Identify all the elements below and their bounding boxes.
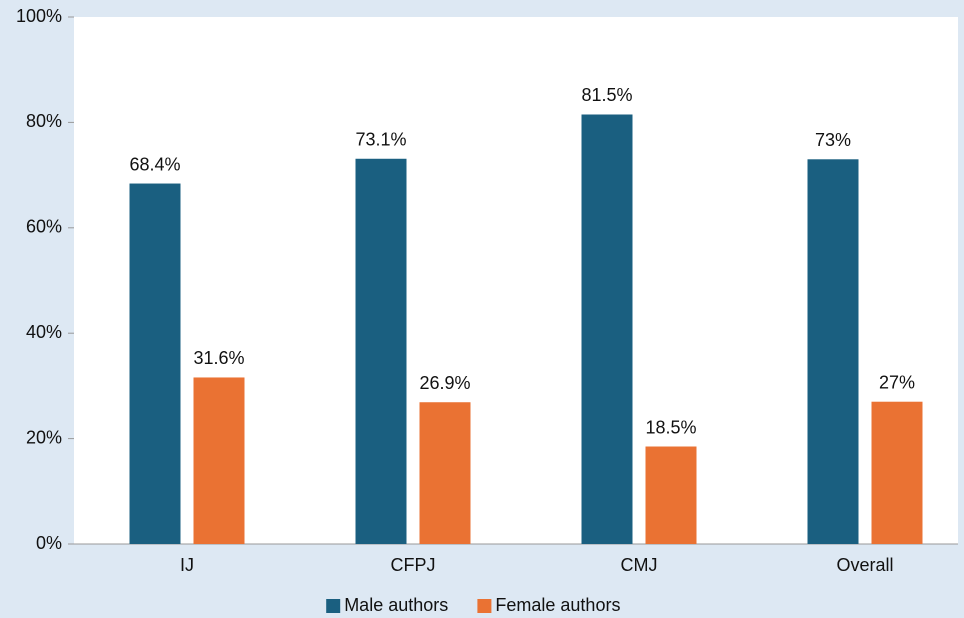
data-label: 81.5% [581, 85, 632, 105]
x-tick-label: Overall [836, 555, 893, 575]
legend-label: Male authors [344, 595, 448, 615]
bar [807, 159, 859, 545]
bar [581, 114, 633, 545]
y-tick-label: 0% [36, 533, 62, 553]
data-label: 31.6% [193, 348, 244, 368]
bar [355, 158, 407, 544]
y-tick-label: 60% [26, 217, 62, 237]
x-tick-label: CFPJ [391, 555, 436, 575]
legend-swatch [477, 599, 492, 613]
y-tick-label: 80% [26, 111, 62, 131]
y-tick-label: 40% [26, 322, 62, 342]
data-label: 73% [815, 130, 851, 150]
bar [129, 183, 181, 545]
y-tick-label: 20% [26, 427, 62, 447]
bar [419, 402, 471, 544]
data-label: 26.9% [419, 373, 470, 393]
data-label: 73.1% [355, 130, 406, 150]
legend-swatch [326, 599, 341, 613]
y-tick-label: 100% [16, 6, 62, 26]
data-label: 27% [879, 372, 915, 392]
data-label: 68.4% [129, 154, 180, 174]
bar [193, 377, 245, 544]
x-tick-label: IJ [180, 555, 194, 575]
data-label: 18.5% [645, 417, 696, 437]
legend-label: Female authors [495, 595, 620, 615]
bar [871, 401, 923, 544]
x-tick-label: CMJ [621, 555, 658, 575]
bar [645, 446, 697, 544]
